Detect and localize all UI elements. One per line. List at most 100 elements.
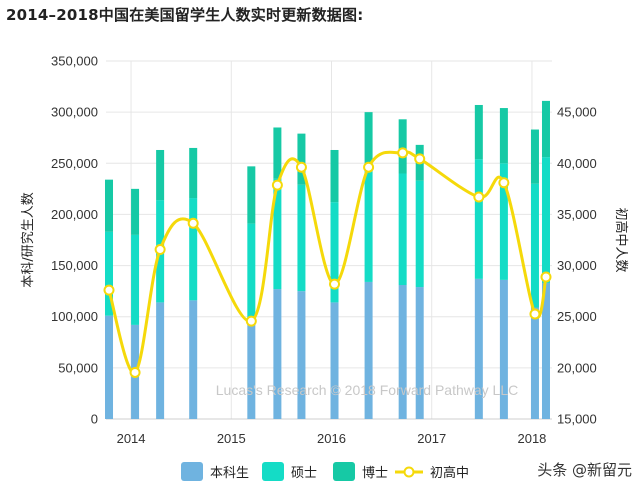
- bar-bachelor: [330, 302, 339, 419]
- y-tick-right: 20,000: [557, 360, 597, 375]
- line-point: [129, 366, 141, 378]
- bar-bachelor: [364, 281, 373, 419]
- bar-phd: [105, 179, 114, 232]
- y-tick-left: 50,000: [58, 360, 98, 375]
- watermark: Lucas's Research © 2018 Forward Pathway …: [216, 382, 518, 398]
- legend-bachelor: 本科生: [181, 462, 249, 481]
- y-tick-left: 150,000: [51, 258, 98, 273]
- bar-master: [415, 180, 424, 288]
- legend-phd: 博士: [333, 462, 388, 481]
- bar-phd: [156, 149, 165, 201]
- bar-bachelor: [541, 282, 550, 419]
- bar-master: [474, 159, 483, 279]
- y-tick-left: 350,000: [51, 54, 98, 69]
- line-point: [529, 308, 541, 320]
- x-tick: 2016: [317, 431, 346, 446]
- x-tick: 2015: [217, 431, 246, 446]
- legend-swatch: [333, 462, 355, 481]
- legend-junior-high: 初高中: [395, 465, 469, 481]
- line-point: [498, 177, 510, 189]
- bar-master: [131, 234, 140, 325]
- bar-master: [398, 173, 407, 286]
- y-tick-left: 100,000: [51, 309, 98, 324]
- line-point: [473, 191, 485, 203]
- y-tick-right: 45,000: [557, 105, 597, 120]
- legend-label: 硕士: [291, 466, 317, 481]
- y-tick-right: 30,000: [557, 258, 597, 273]
- y-tick-left: 250,000: [51, 156, 98, 171]
- bar-bachelor: [530, 307, 539, 419]
- bar-bachelor: [273, 289, 282, 419]
- bar-phd: [247, 166, 256, 224]
- y-tick-left: 0: [91, 412, 98, 427]
- line-series: [103, 147, 552, 378]
- bar-bachelor: [156, 302, 165, 419]
- line-point: [363, 161, 375, 173]
- bars: [105, 100, 550, 419]
- bar-master: [541, 157, 550, 283]
- y-tick-right: 15,000: [557, 412, 597, 427]
- y-tick-right: 25,000: [557, 309, 597, 324]
- y-tick-right: 35,000: [557, 207, 597, 222]
- bar-bachelor: [297, 291, 306, 419]
- bar-phd: [131, 188, 140, 235]
- bar-bachelor: [398, 285, 407, 419]
- x-tick: 2018: [517, 431, 546, 446]
- bar-phd: [530, 129, 539, 184]
- legend-swatch: [262, 462, 284, 481]
- y-axis-title-right: 初高中人数: [613, 207, 629, 272]
- brand-watermark: 头条 @新留元: [537, 461, 632, 479]
- bar-bachelor: [415, 287, 424, 419]
- bar-master: [189, 198, 198, 301]
- chart-title: 2014–2018中国在美国留学生人数实时更新数据图:: [6, 6, 364, 24]
- bar-master: [247, 223, 256, 323]
- bar-master: [530, 183, 539, 308]
- legend: 本科生 硕士 博士 初高中: [181, 462, 469, 481]
- bar-phd: [398, 119, 407, 174]
- bar-phd: [364, 112, 373, 167]
- y-tick-left: 300,000: [51, 105, 98, 120]
- legend-swatch: [181, 462, 203, 481]
- bar-master: [273, 178, 282, 290]
- line-point: [329, 278, 341, 290]
- bar-bachelor: [499, 279, 508, 419]
- bar-phd: [499, 108, 508, 164]
- bar-master: [364, 166, 373, 282]
- grid: [106, 60, 552, 420]
- bar-bachelor: [474, 278, 483, 419]
- bar-bachelor: [105, 315, 114, 419]
- bar-bachelor: [247, 322, 256, 419]
- y-axis-title-left: 本科/研究生人数: [21, 192, 36, 287]
- bar-phd: [541, 100, 550, 158]
- bar-phd: [189, 147, 198, 199]
- x-tick: 2014: [117, 431, 146, 446]
- line-point: [414, 153, 426, 165]
- x-tick: 2017: [417, 431, 446, 446]
- bar-master: [297, 184, 306, 292]
- legend-label: 博士: [362, 466, 388, 481]
- y-tick-right: 40,000: [557, 156, 597, 171]
- legend-label: 初高中: [430, 465, 469, 481]
- line-point: [540, 271, 552, 283]
- bar-master: [330, 202, 339, 303]
- bar-phd: [297, 133, 306, 185]
- bar-master: [499, 163, 508, 280]
- line-point: [271, 179, 283, 191]
- bar-phd: [273, 127, 282, 179]
- legend-label: 本科生: [210, 466, 249, 481]
- axes: 0 15,000 50,000 20,000 100,000 25,000 150,000 3…: [21, 54, 629, 447]
- line-point: [295, 161, 307, 173]
- line-point: [187, 217, 199, 229]
- line-point: [397, 147, 409, 159]
- line-point: [103, 284, 115, 296]
- y-tick-left: 200,000: [51, 207, 98, 222]
- line-point: [154, 244, 166, 256]
- legend-swatch-point: [403, 466, 415, 478]
- legend-master: 硕士: [262, 462, 317, 481]
- bar-phd: [474, 104, 483, 160]
- bar-phd: [330, 149, 339, 203]
- line-point: [245, 315, 257, 327]
- bar-bachelor: [189, 300, 198, 419]
- bar-master: [105, 231, 114, 316]
